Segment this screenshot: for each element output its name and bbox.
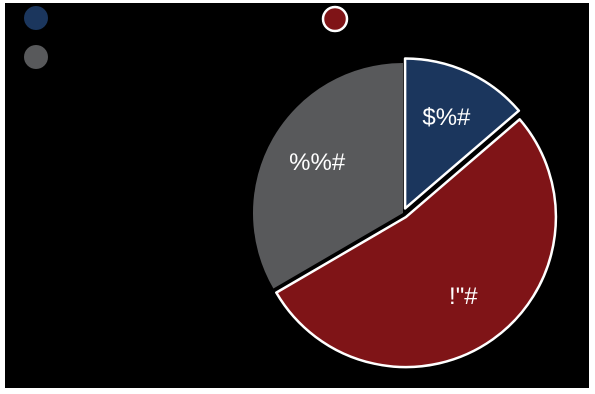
slice-label-3: %%# (289, 149, 346, 176)
legend-marker-2 (321, 5, 349, 33)
slice-label-2: !"# (449, 283, 478, 310)
pie-slice-1 (403, 57, 521, 210)
legend-marker-3 (24, 45, 48, 69)
chart-area: $%# !"# %%# (5, 3, 589, 388)
legend-marker-1 (24, 6, 48, 30)
pie-chart: $%# !"# %%# (24, 5, 558, 369)
pie-slice-2 (275, 118, 558, 369)
pie-slice-3 (252, 63, 403, 289)
slice-label-1: $%# (422, 104, 471, 131)
